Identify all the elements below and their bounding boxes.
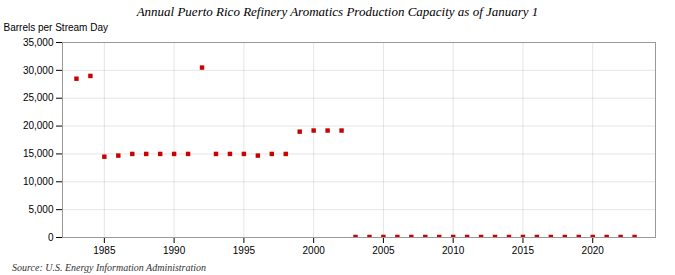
svg-text:2010: 2010 (442, 245, 465, 256)
svg-text:10,000: 10,000 (23, 176, 54, 187)
svg-text:2005: 2005 (372, 245, 395, 256)
svg-text:Barrels per Stream Day: Barrels per Stream Day (4, 22, 108, 33)
svg-text:20,000: 20,000 (23, 120, 54, 131)
svg-text:2000: 2000 (303, 245, 326, 256)
html-text:Annual Puerto Rico Refinery Ar: Annual Puerto Rico Refinery Aromatics Pr… (136, 4, 539, 19)
svg-text:5,000: 5,000 (28, 204, 53, 215)
svg-text:0: 0 (48, 232, 54, 243)
svg-text:30,000: 30,000 (23, 65, 54, 76)
svg-text:2015: 2015 (512, 245, 535, 256)
svg-text:1990: 1990 (163, 245, 186, 256)
svg-text:25,000: 25,000 (23, 92, 54, 103)
svg-text:35,000: 35,000 (23, 37, 54, 48)
html-text:Source: U.S. Energy Informatio: Source: U.S. Energy Information Administ… (12, 262, 207, 273)
svg-text:1995: 1995 (233, 245, 256, 256)
svg-text:1985: 1985 (93, 245, 116, 256)
svg-text:2020: 2020 (582, 245, 605, 256)
svg-text:15,000: 15,000 (23, 148, 54, 159)
